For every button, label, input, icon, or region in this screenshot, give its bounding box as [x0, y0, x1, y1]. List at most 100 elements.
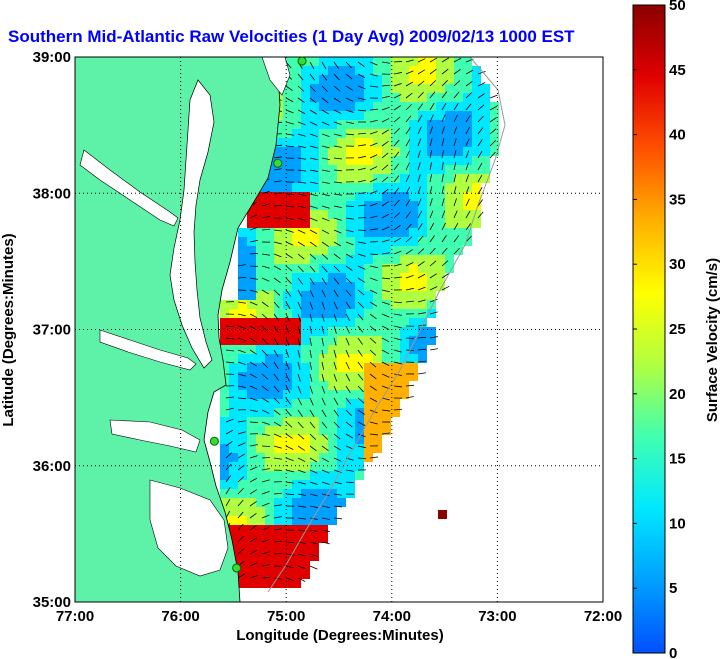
- velocity-cell: [283, 390, 292, 399]
- velocity-cell: [436, 183, 445, 192]
- velocity-cell: [283, 291, 292, 300]
- velocity-vector: [333, 349, 337, 358]
- velocity-vector: [309, 433, 317, 440]
- velocity-cell: [373, 111, 382, 120]
- velocity-cell: [391, 111, 400, 120]
- velocity-vector: [249, 252, 259, 255]
- velocity-vector: [489, 94, 498, 99]
- velocity-vector: [273, 445, 282, 449]
- velocity-vector: [321, 493, 330, 497]
- velocity-vector: [381, 277, 390, 280]
- velocity-cell: [400, 345, 409, 354]
- velocity-cell: [319, 435, 328, 444]
- velocity-cell: [382, 156, 391, 165]
- velocity-cell: [400, 84, 409, 93]
- velocity-vector: [393, 116, 401, 123]
- velocity-cell: [337, 381, 346, 390]
- velocity-cell: [220, 453, 229, 462]
- velocity-cell: [355, 84, 364, 93]
- velocity-vector: [321, 133, 330, 137]
- velocity-vector: [489, 117, 497, 123]
- velocity-cell: [256, 264, 265, 273]
- velocity-vector: [453, 138, 457, 147]
- velocity-cell: [319, 219, 328, 228]
- velocity-cell: [229, 363, 238, 372]
- velocity-cell: [292, 138, 301, 147]
- velocity-cell: [283, 183, 292, 192]
- velocity-vector: [225, 440, 233, 447]
- velocity-vector: [477, 115, 484, 123]
- velocity-cell: [301, 228, 310, 237]
- velocity-cell: [319, 165, 328, 174]
- velocity-vector: [321, 301, 326, 310]
- velocity-vector: [333, 73, 340, 81]
- velocity-cell: [283, 381, 292, 390]
- velocity-cell: [346, 372, 355, 381]
- velocity-vector: [237, 548, 245, 555]
- velocity-cell: [256, 210, 265, 219]
- velocity-vector: [369, 73, 378, 77]
- velocity-vector: [345, 61, 352, 69]
- velocity-cell: [265, 291, 274, 300]
- velocity-cell: [256, 219, 265, 228]
- velocity-vector: [309, 421, 316, 429]
- velocity-cell: [229, 507, 238, 516]
- velocity-cell: [247, 309, 256, 318]
- velocity-cell: [454, 192, 463, 201]
- velocity-cell: [364, 453, 373, 462]
- velocity-cell: [265, 552, 274, 561]
- velocity-cell: [220, 489, 229, 498]
- velocity-vector: [333, 145, 342, 148]
- velocity-vector: [417, 186, 421, 195]
- velocity-vector: [297, 157, 306, 160]
- velocity-vector: [369, 385, 377, 391]
- velocity-vector: [333, 517, 342, 520]
- velocity-cell: [337, 237, 346, 246]
- velocity-cell: [310, 84, 319, 93]
- velocity-vector: [357, 167, 366, 171]
- velocity-cell: [355, 381, 364, 390]
- velocity-cell: [400, 318, 409, 327]
- velocity-cell: [400, 183, 409, 192]
- velocity-cell: [346, 282, 355, 291]
- velocity-cell: [292, 399, 301, 408]
- velocity-vector: [381, 164, 389, 171]
- velocity-cell: [382, 147, 391, 156]
- velocity-cell: [310, 273, 319, 282]
- velocity-cell: [436, 120, 445, 129]
- velocity-cell: [265, 354, 274, 363]
- chesapeake-bay: [169, 79, 215, 369]
- velocity-vector: [393, 163, 400, 171]
- velocity-cell: [490, 111, 499, 120]
- velocity-cell: [274, 363, 283, 372]
- velocity-vector: [297, 481, 306, 485]
- velocity-vector: [333, 313, 338, 322]
- velocity-vector: [273, 373, 279, 381]
- velocity-cell: [364, 75, 373, 84]
- velocity-cell: [310, 147, 319, 156]
- velocity-cell: [301, 156, 310, 165]
- velocity-cell: [373, 246, 382, 255]
- velocity-vector: [285, 97, 294, 103]
- velocity-cell: [382, 228, 391, 237]
- velocity-cell: [283, 444, 292, 453]
- velocity-cell: [247, 417, 256, 426]
- velocity-vector: [273, 180, 282, 183]
- velocity-vector: [237, 535, 244, 543]
- velocity-cell: [391, 327, 400, 336]
- velocity-cell: [301, 75, 310, 84]
- velocity-cell: [328, 192, 337, 201]
- velocity-cell: [256, 552, 265, 561]
- velocity-cell: [328, 291, 337, 300]
- velocity-vector: [357, 241, 366, 244]
- velocity-vector: [249, 501, 257, 507]
- velocity-cell: [292, 237, 301, 246]
- velocity-cell: [256, 246, 265, 255]
- velocity-cell: [436, 264, 445, 273]
- velocity-cell: [301, 543, 310, 552]
- velocity-cell: [409, 354, 418, 363]
- velocity-cell: [481, 147, 490, 156]
- velocity-cell: [400, 228, 409, 237]
- velocity-vector: [441, 126, 445, 135]
- velocity-cell: [238, 318, 247, 327]
